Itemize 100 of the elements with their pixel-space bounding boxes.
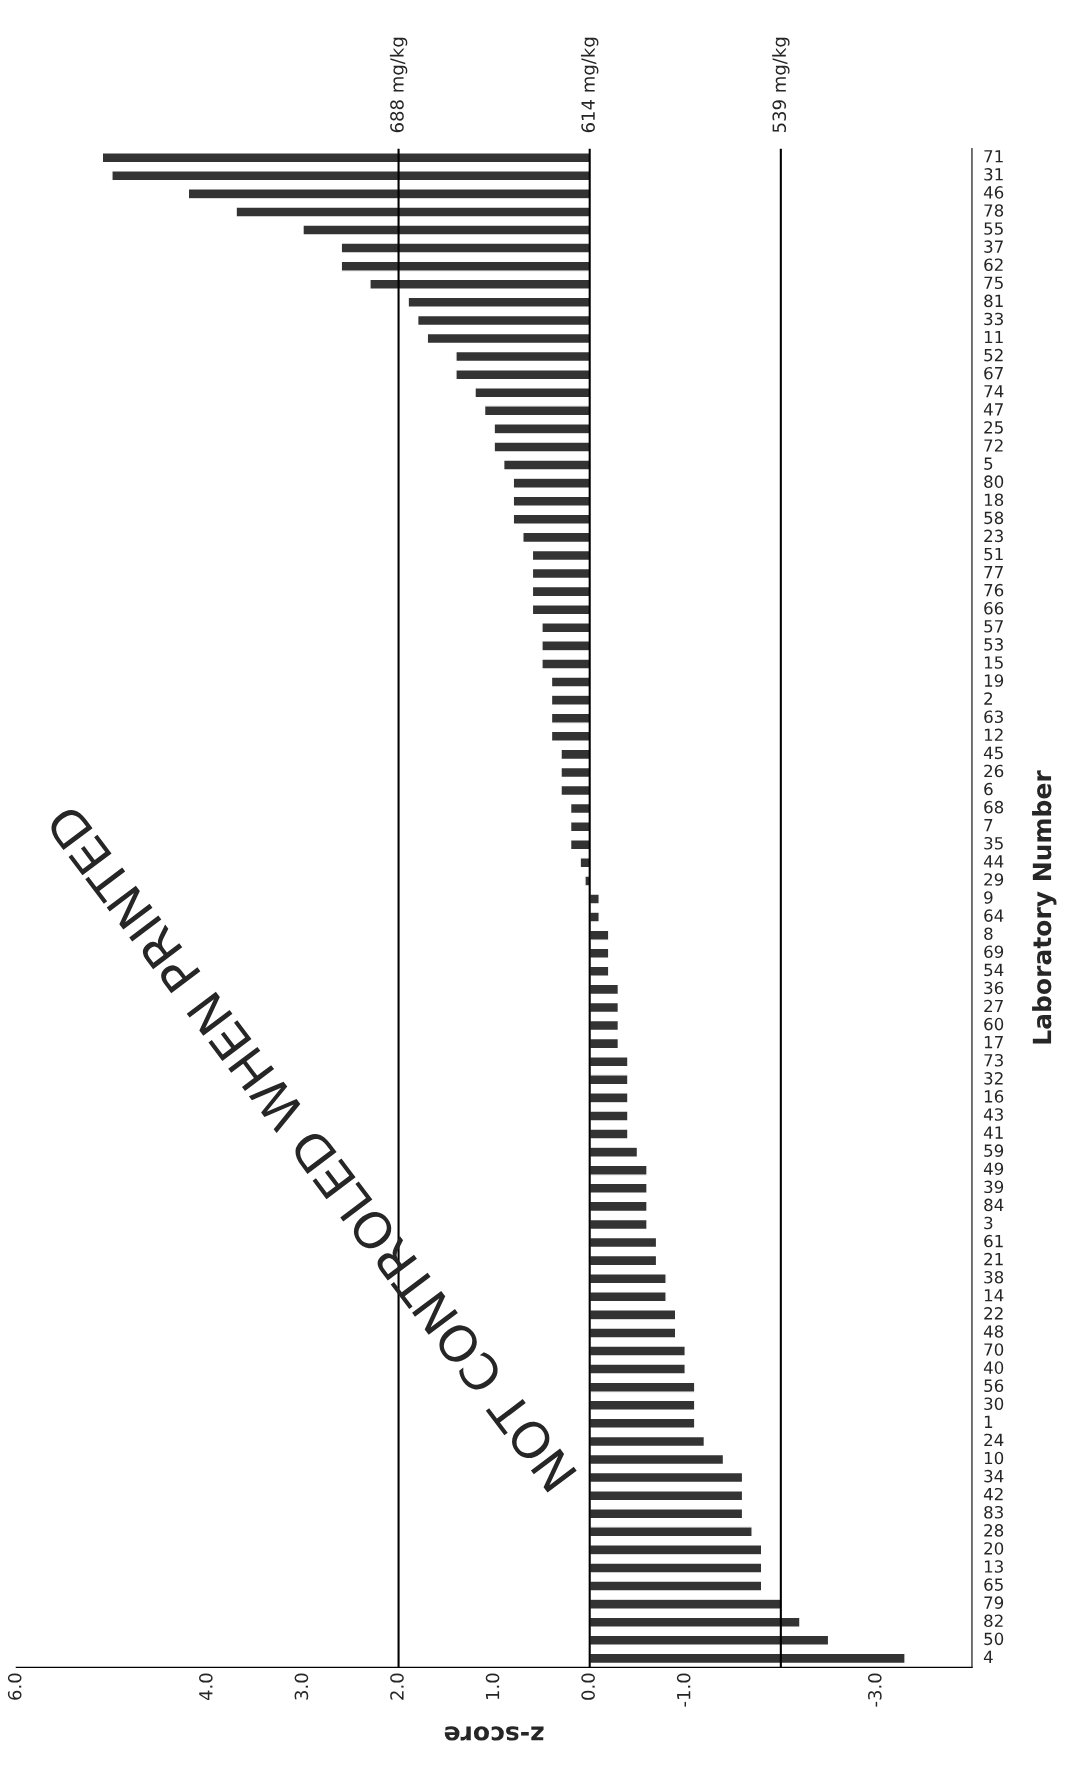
bar	[589, 1019, 620, 1032]
bar	[531, 585, 591, 598]
y-tick-label: 54	[984, 963, 1004, 977]
y-tick-label: 39	[984, 1180, 1004, 1194]
bar	[541, 658, 591, 670]
y-tick-label: 1	[984, 1415, 993, 1428]
y-tick-label: 64	[984, 909, 1004, 922]
bar	[589, 1471, 744, 1484]
bar	[589, 1652, 906, 1665]
bar	[512, 495, 591, 507]
x-tick-label: -3.0	[867, 1673, 882, 1707]
bar	[455, 368, 591, 381]
y-tick-label: 71	[984, 150, 1003, 163]
y-tick-label: 19	[984, 674, 1004, 687]
y-tick-label: 81	[984, 294, 1003, 308]
bar	[589, 1562, 763, 1574]
bar	[589, 1182, 648, 1194]
y-tick-label: 32	[984, 1072, 1003, 1085]
y-tick-label: 45	[983, 746, 1003, 760]
x-axis-title: z-score	[444, 1726, 544, 1741]
y-tick-label: 8	[984, 927, 993, 940]
y-tick-label: 58	[984, 511, 1004, 525]
y-tick-label: 60	[984, 1017, 1004, 1031]
y-tick-label: 65	[984, 1578, 1003, 1591]
y-tick-label: 10	[984, 1451, 1004, 1465]
bar	[589, 1634, 830, 1646]
bar	[589, 1056, 629, 1068]
y-tick-label: 62	[984, 258, 1003, 272]
bar	[589, 1580, 763, 1592]
y-tick-label: 4	[983, 1650, 993, 1663]
y-tick-label: 37	[984, 240, 1003, 253]
y-tick-label: 63	[984, 710, 1003, 724]
y-tick-label: 48	[983, 1325, 1004, 1338]
bar	[589, 1381, 696, 1393]
y-tick-label: 72	[984, 439, 1003, 452]
y-tick-label: 33	[984, 312, 1003, 326]
y-tick-label: 9	[984, 891, 993, 904]
bar	[589, 1291, 667, 1303]
y-tick-label: 70	[984, 1343, 1004, 1356]
y-tick-label: 30	[984, 1397, 1004, 1411]
ref-line-label: 614 mg/kg	[580, 37, 599, 133]
bar	[340, 242, 591, 254]
bar	[589, 1164, 648, 1176]
bar	[531, 549, 591, 562]
bar	[541, 640, 591, 652]
y-tick-label: 24	[984, 1433, 1004, 1447]
y-tick-label: 50	[984, 1632, 1004, 1646]
bar	[589, 1074, 629, 1086]
x-tick-label: 6.0	[7, 1673, 22, 1700]
bar	[589, 1218, 648, 1231]
bar	[531, 604, 591, 616]
x-tick-label: 4.0	[199, 1673, 213, 1701]
y-tick-label: 68	[984, 800, 1004, 814]
bar	[589, 1417, 696, 1430]
bar	[589, 1254, 658, 1267]
bar	[512, 477, 591, 489]
y-tick-label: 23	[984, 529, 1003, 543]
bar	[589, 1508, 744, 1520]
bar	[474, 387, 591, 399]
y-tick-label: 44	[983, 855, 1004, 868]
y-tick-label: 3	[984, 1216, 993, 1230]
y-tick-label: 22	[984, 1307, 1003, 1320]
bar	[589, 1598, 782, 1610]
bar	[550, 694, 591, 706]
bar	[589, 1273, 667, 1285]
y-tick-label: 5	[984, 457, 993, 470]
bar	[589, 1399, 696, 1411]
bar	[589, 1616, 801, 1628]
y-tick-label: 17	[984, 1036, 1003, 1049]
y-tick-label: 84	[984, 1198, 1004, 1212]
bar	[589, 965, 610, 977]
y-tick-label: 53	[984, 638, 1003, 651]
y-tick-label: 13	[984, 1560, 1003, 1573]
y-tick-label: 21	[984, 1252, 1003, 1266]
bar	[512, 513, 591, 525]
bar	[302, 224, 591, 236]
bar	[550, 676, 591, 688]
y-tick-label: 11	[984, 330, 1003, 344]
y-tick-label: 59	[984, 1144, 1004, 1157]
y-tick-label: 16	[984, 1090, 1004, 1103]
bar	[416, 314, 591, 327]
bar	[569, 821, 591, 833]
x-tick-label: 2.0	[390, 1673, 404, 1700]
y-tick-label: 46	[983, 186, 1004, 199]
bar	[522, 531, 591, 544]
y-tick-label: 74	[984, 385, 1004, 398]
bar	[455, 350, 591, 363]
bar	[101, 152, 591, 164]
bar	[569, 802, 591, 815]
y-tick-label: 43	[983, 1108, 1003, 1121]
y-tick-label: 6	[984, 782, 993, 796]
bar	[589, 1435, 706, 1448]
bar	[426, 332, 591, 345]
bar	[589, 983, 620, 996]
bar	[407, 296, 591, 309]
y-tick-label: 35	[984, 836, 1003, 850]
bar	[589, 1110, 629, 1122]
y-tick-label: 56	[984, 1379, 1004, 1393]
y-tick-label: 47	[983, 403, 1003, 416]
bar	[589, 1146, 639, 1158]
